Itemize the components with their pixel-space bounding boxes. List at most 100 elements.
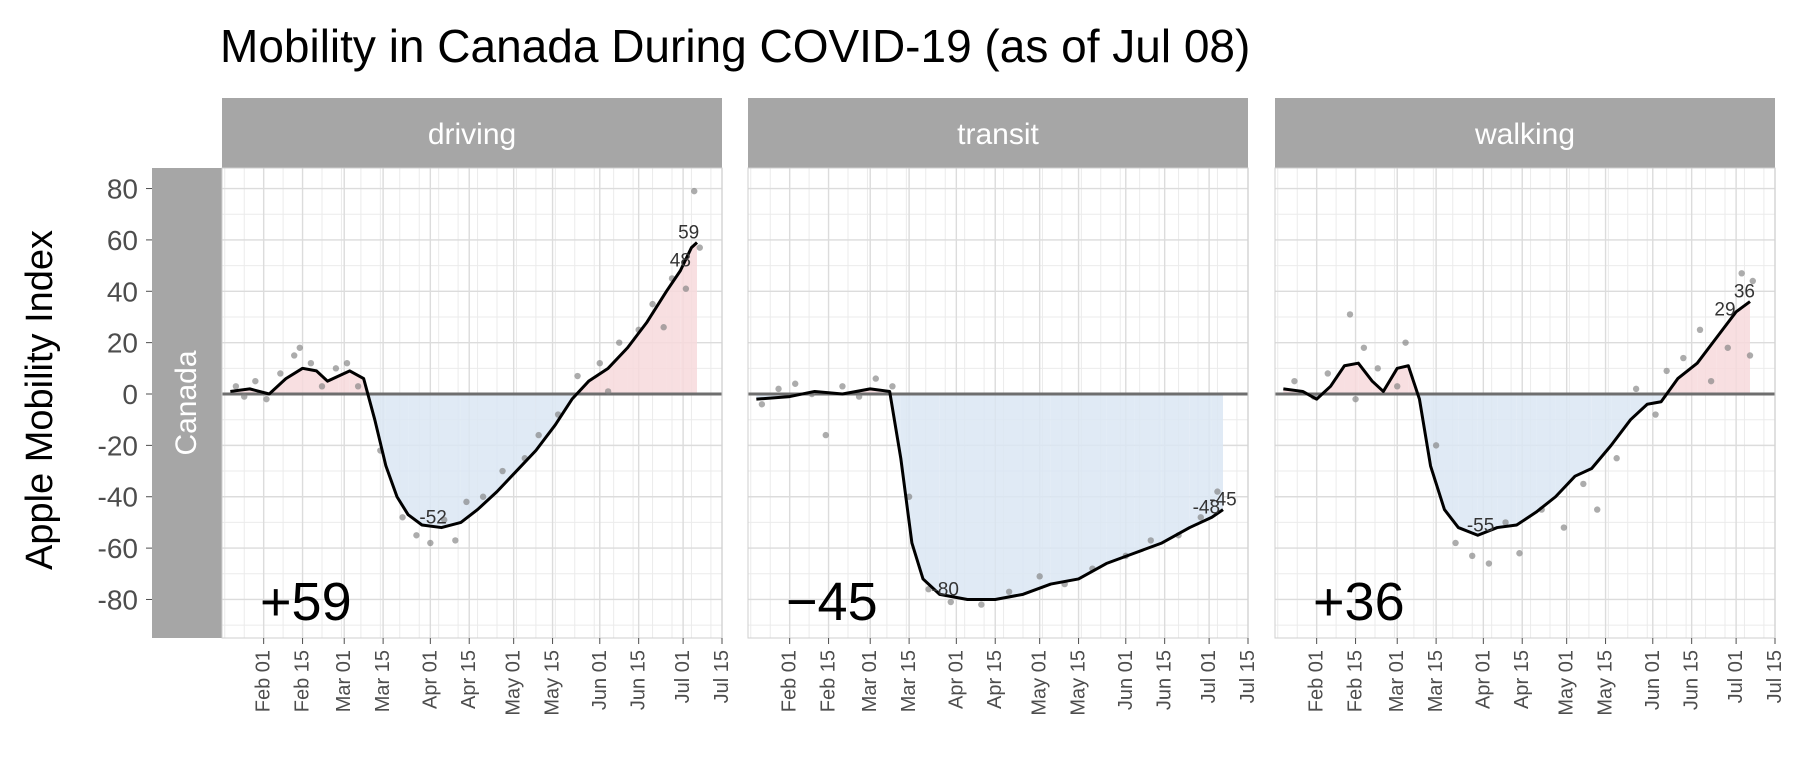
x-tick-label: Jul 01 — [1725, 650, 1747, 703]
data-point — [1291, 377, 1298, 385]
y-tick-label: -40 — [98, 482, 138, 513]
data-point — [307, 359, 315, 367]
y-tick-label: -20 — [98, 430, 138, 461]
data-point — [855, 393, 863, 400]
x-tick-label: Apr 01 — [419, 650, 441, 709]
positive-area — [588, 368, 609, 395]
x-tick-label: May 15 — [542, 650, 564, 716]
negative-area — [1611, 394, 1631, 446]
negative-area — [408, 394, 422, 525]
data-point — [1394, 383, 1401, 390]
value-label: 59 — [678, 222, 699, 243]
x-tick-label: Mar 15 — [898, 650, 920, 712]
data-point — [596, 359, 603, 367]
x-tick-label: Jun 15 — [628, 650, 650, 710]
data-point — [947, 598, 954, 606]
negative-area — [1516, 394, 1537, 525]
data-point — [839, 383, 846, 390]
data-point — [1360, 344, 1368, 351]
negative-area — [374, 394, 386, 466]
negative-area — [1078, 394, 1107, 579]
x-tick-label: Jul 01 — [1198, 650, 1220, 703]
data-point — [452, 537, 459, 544]
panel-transit: transit -80 -48-45 −45 Feb 01 Feb 15 Mar 01 Mar… — [747, 98, 1259, 716]
data-point — [499, 467, 506, 475]
x-tick-label: Jun 01 — [589, 650, 611, 710]
data-point — [277, 370, 284, 377]
data-point — [1469, 552, 1476, 560]
positive-area — [285, 368, 303, 395]
row-strip-label: Canada — [170, 350, 203, 455]
x-tick-label: Feb 15 — [1345, 650, 1367, 712]
x-tick-label: Feb 01 — [1306, 650, 1328, 712]
negative-area — [1630, 394, 1648, 420]
negative-area — [1189, 394, 1212, 528]
negative-area — [397, 394, 409, 515]
data-point — [1005, 588, 1013, 595]
positive-area — [338, 370, 350, 395]
x-tick-label: Jul 15 — [1764, 650, 1786, 703]
data-point — [463, 498, 470, 506]
data-point — [1214, 488, 1221, 495]
negative-area — [1023, 394, 1051, 595]
negative-area — [1477, 394, 1498, 536]
panel-strip — [1275, 98, 1775, 168]
y-axis-label: Apple Mobility Index — [19, 230, 61, 570]
y-tick-label: 80 — [107, 174, 138, 205]
data-point — [1346, 311, 1354, 318]
data-point — [1502, 519, 1509, 526]
data-point — [1594, 506, 1601, 513]
data-point — [758, 401, 766, 408]
value-label: -80 — [931, 579, 958, 600]
x-tick-label: Jul 15 — [711, 650, 733, 703]
value-label: -52 — [419, 508, 446, 529]
data-point — [1036, 573, 1043, 580]
big-change-label: −45 — [786, 572, 878, 632]
trend-line — [756, 387, 1224, 601]
data-point — [978, 601, 985, 608]
negative-area — [995, 394, 1023, 600]
value-label: -45 — [1209, 490, 1236, 511]
data-point — [682, 285, 690, 292]
negative-area — [477, 394, 497, 510]
data-point — [1324, 370, 1331, 377]
panel-strip-label: transit — [957, 118, 1039, 151]
positive-area — [627, 322, 647, 395]
negative-area — [1575, 394, 1592, 477]
panel-strip — [748, 98, 1248, 168]
x-tick-label: Mar 15 — [1425, 650, 1447, 712]
data-point — [479, 493, 487, 500]
chart-title: Mobility in Canada During COVID-19 (as o… — [220, 20, 1250, 72]
positive-area — [666, 270, 681, 395]
data-point — [604, 388, 612, 395]
row-strip — [152, 168, 222, 638]
x-tick-label: May 01 — [1029, 650, 1051, 716]
data-point — [354, 383, 362, 390]
x-tick-label: Jul 01 — [672, 650, 694, 703]
data-point — [1632, 385, 1640, 393]
data-point — [1696, 326, 1704, 334]
x-tick-label: Mar 15 — [372, 650, 394, 712]
x-tick-label: Feb 01 — [779, 650, 801, 712]
positive-area — [302, 368, 317, 395]
data-point — [1374, 365, 1381, 372]
panel-strip — [222, 98, 722, 168]
positive-area — [1736, 301, 1750, 395]
negative-area — [900, 394, 912, 543]
x-tick-label: Jun 01 — [1115, 650, 1137, 710]
negative-area — [1161, 394, 1190, 543]
data-point — [1724, 344, 1731, 351]
data-point — [535, 431, 542, 439]
data-point — [1738, 270, 1745, 277]
big-change-label: +36 — [1313, 572, 1405, 632]
data-point — [872, 375, 879, 382]
data-point — [252, 377, 259, 385]
data-point — [343, 359, 351, 367]
data-point — [1580, 480, 1587, 488]
data-point — [413, 532, 420, 539]
x-tick-label: May 15 — [1595, 650, 1617, 716]
trend-line — [1283, 300, 1751, 537]
y-tick-label: -60 — [98, 533, 138, 564]
data-point — [1707, 377, 1715, 385]
